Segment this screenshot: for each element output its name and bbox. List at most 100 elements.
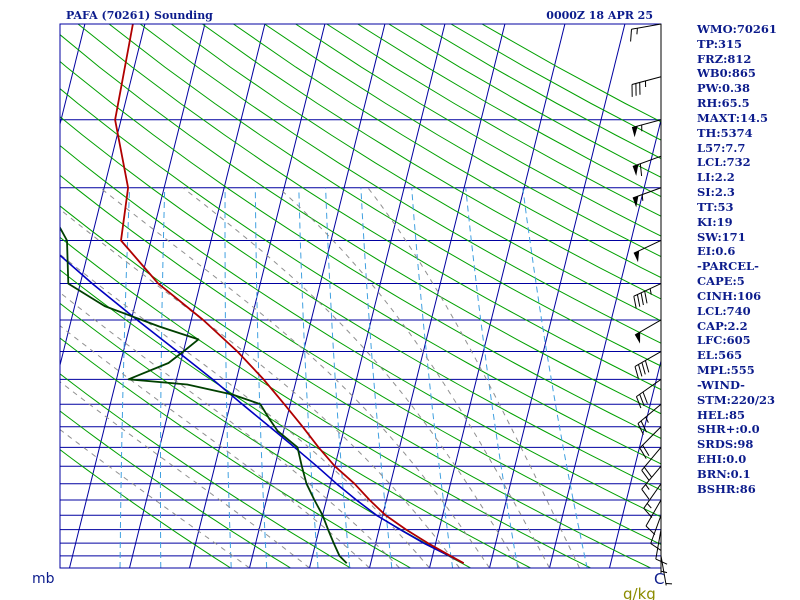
wind-barb-flag xyxy=(639,447,647,459)
mixing-ratio-line xyxy=(325,187,351,568)
wind-barb-half-flag xyxy=(636,28,638,35)
moist-adiabat-line xyxy=(60,253,430,568)
wind-barb-flag xyxy=(630,29,632,42)
dry-adiabat-line xyxy=(60,410,291,568)
wind-barb xyxy=(634,319,662,344)
wind-barb-shaft xyxy=(639,426,662,449)
mixing-ratio-line xyxy=(254,187,268,568)
dry-adiabat-line xyxy=(60,88,661,465)
moist-adiabat-line xyxy=(367,187,580,568)
wind-barb xyxy=(633,240,662,263)
wind-barb-shaft xyxy=(641,446,662,471)
wind-barb-flag xyxy=(640,292,644,306)
dry-adiabat-line xyxy=(60,34,661,415)
index-row: BSHR:86 xyxy=(697,481,756,496)
isotherm-line xyxy=(129,24,266,568)
wind-barb-flag xyxy=(638,364,643,377)
dry-adiabat-line xyxy=(60,373,351,568)
wind-barb xyxy=(631,119,662,138)
wind-barb xyxy=(639,426,662,459)
valid-time: 0000Z 18 APR 25 xyxy=(546,9,653,22)
moist-adiabat-line xyxy=(99,187,490,568)
isotherm-line xyxy=(549,117,661,568)
wind-barb xyxy=(641,446,662,481)
wind-barb-shaft xyxy=(637,403,662,424)
index-row: WMO:70261 xyxy=(697,22,777,36)
isotherm-line xyxy=(609,359,661,568)
wind-barb-flag xyxy=(643,466,653,478)
wind-barb-flag xyxy=(641,488,650,500)
wind-barb xyxy=(645,499,662,535)
isotherm-line xyxy=(309,24,446,568)
index-row: L57:7.7 xyxy=(697,140,746,155)
wind-barb-flag xyxy=(637,423,644,435)
wind-barb-flag xyxy=(640,420,647,433)
wind-barb-shaft xyxy=(634,319,662,336)
wind-barb xyxy=(643,483,662,518)
mixing-ratio-line xyxy=(411,187,454,568)
moist-adiabat-line xyxy=(60,381,310,568)
index-row: PW:0.38 xyxy=(697,81,751,96)
dry-adiabat-line xyxy=(60,236,591,568)
wind-barb xyxy=(632,187,662,208)
index-row: TH:5374 xyxy=(697,125,753,140)
wind-barb xyxy=(633,283,662,309)
index-row: BRN:0.1 xyxy=(697,466,751,481)
wind-barb xyxy=(631,76,662,97)
index-row: TP:315 xyxy=(697,36,743,51)
wind-barb-flag xyxy=(635,396,642,409)
wind-barb-shaft xyxy=(636,378,662,398)
isotherm-line xyxy=(369,24,506,568)
index-row: EL:565 xyxy=(697,348,743,363)
wind-barb-shaft xyxy=(632,187,662,199)
moist-adiabat-line xyxy=(60,325,370,568)
wind-barb xyxy=(650,515,662,551)
index-row: CINH:106 xyxy=(697,288,762,303)
mixing-ratio-unit-label: g/kg xyxy=(623,585,656,600)
wind-barb-half-flag xyxy=(649,288,652,295)
wind-barb-flag xyxy=(642,391,648,404)
wind-barb xyxy=(635,378,662,409)
wind-barb-shaft xyxy=(650,515,662,544)
index-row: LCL:732 xyxy=(697,155,751,170)
wind-barb-shaft xyxy=(641,465,662,490)
index-row: SHR+:0.0 xyxy=(697,422,760,437)
wind-barb xyxy=(634,351,662,379)
wind-barb-half-flag xyxy=(646,503,652,509)
index-row: MAXT:14.5 xyxy=(697,110,768,125)
moist-adiabat-line xyxy=(182,187,520,568)
mixing-ratio-line xyxy=(119,187,131,568)
dry-adiabat-line xyxy=(60,144,661,518)
wind-barb-flag xyxy=(643,507,653,518)
index-row: LCL:740 xyxy=(697,303,751,318)
isotherm-line xyxy=(60,24,146,368)
wind-barb-flag xyxy=(650,543,662,551)
wind-barb-flag xyxy=(644,360,650,373)
wind-barb-shaft xyxy=(631,76,662,85)
wind-barb-pennant xyxy=(633,250,640,263)
parcel-trace xyxy=(60,254,465,564)
dry-adiabat-line xyxy=(108,24,661,367)
index-row: SRDS:98 xyxy=(697,437,754,452)
dry-adiabat-line xyxy=(60,269,531,568)
dry-adiabat-line xyxy=(202,24,661,300)
index-row: SI:2.3 xyxy=(697,185,735,200)
index-row: WB0:865 xyxy=(697,66,756,81)
dry-adiabat-line xyxy=(60,205,651,568)
index-row: SW:171 xyxy=(697,229,746,244)
wind-barb-shaft xyxy=(633,283,662,297)
index-row: LFC:605 xyxy=(697,333,751,348)
wind-barb xyxy=(641,465,662,500)
wind-barb-pennant xyxy=(632,196,639,208)
index-row: EHI:0.0 xyxy=(697,452,747,467)
wind-barb-half-flag xyxy=(645,484,650,490)
wind-barb-flag xyxy=(639,394,645,406)
wind-barb-half-flag xyxy=(641,194,644,201)
wind-barb-shaft xyxy=(631,23,662,30)
wind-barb xyxy=(630,23,662,42)
wind-barb-flag xyxy=(642,444,650,456)
wind-barb-flag xyxy=(645,525,656,535)
index-row: TT:53 xyxy=(697,199,734,214)
mixing-ratio-line xyxy=(159,187,166,568)
